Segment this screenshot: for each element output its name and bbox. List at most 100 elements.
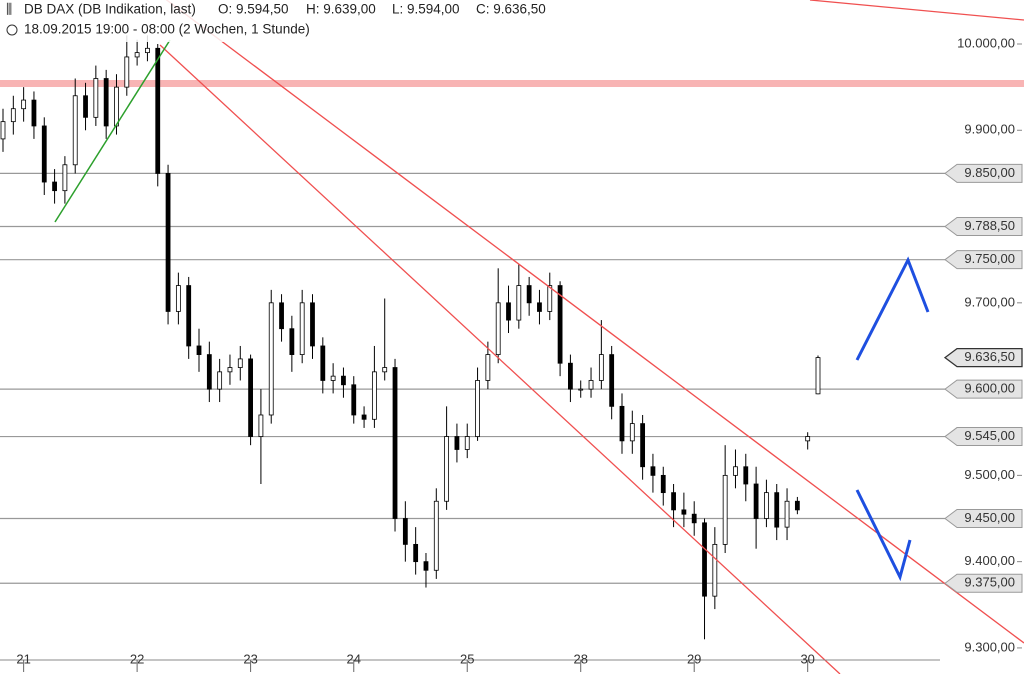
level-label: 9.850,00 bbox=[964, 165, 1015, 180]
candle-body bbox=[248, 358, 253, 437]
candle-body bbox=[516, 285, 522, 321]
x-tick-label: 29 bbox=[687, 651, 701, 666]
ohlc-close: C: 9.636,50 bbox=[476, 2, 546, 17]
candle-body bbox=[361, 414, 367, 420]
trend-line bbox=[165, 0, 1024, 644]
header-bg bbox=[0, 0, 560, 42]
candle-body bbox=[402, 518, 408, 545]
candle-body bbox=[175, 285, 181, 312]
candle-body bbox=[609, 354, 615, 407]
candle-body bbox=[784, 500, 790, 528]
candle-body bbox=[444, 436, 450, 502]
candle-body bbox=[155, 47, 161, 174]
candle-body bbox=[382, 367, 388, 373]
candle-body bbox=[196, 345, 202, 355]
candle-body bbox=[371, 371, 377, 420]
candle-body bbox=[52, 181, 57, 192]
candle-body bbox=[217, 371, 223, 390]
candle-body bbox=[279, 302, 284, 330]
candle-body bbox=[733, 466, 738, 476]
candle-body bbox=[351, 384, 357, 416]
x-tick-label: 24 bbox=[347, 651, 361, 666]
candle-body bbox=[124, 56, 130, 88]
candle-body bbox=[691, 513, 697, 524]
candle-body bbox=[588, 380, 594, 390]
candle-body bbox=[598, 354, 604, 381]
x-tick-label: 21 bbox=[16, 651, 30, 666]
candle-body bbox=[753, 483, 759, 519]
y-tick-label: 10.000,00 bbox=[957, 35, 1015, 50]
candle-body bbox=[413, 543, 419, 563]
resistance-band bbox=[0, 80, 1024, 87]
y-tick-label: 9.900,00 bbox=[964, 122, 1015, 137]
ohlc-high: H: 9.639,00 bbox=[306, 2, 376, 17]
candle-body bbox=[103, 78, 109, 127]
candle-body bbox=[134, 52, 140, 58]
candle-body bbox=[268, 302, 274, 416]
candle-body bbox=[423, 561, 429, 571]
candle-body bbox=[62, 164, 68, 192]
level-tag bbox=[944, 379, 1023, 399]
trend-line bbox=[809, 0, 1024, 21]
last-price-label: 9.636,50 bbox=[964, 349, 1015, 364]
level-label: 9.375,00 bbox=[964, 575, 1015, 590]
candle-body bbox=[650, 466, 656, 476]
level-tag bbox=[944, 250, 1023, 270]
level-tag bbox=[944, 163, 1023, 183]
candle-body bbox=[568, 362, 573, 390]
candle-body bbox=[805, 436, 811, 442]
ohlc-open: O: 9.594,50 bbox=[218, 2, 289, 17]
level-label: 9.545,00 bbox=[964, 428, 1015, 443]
candle-body bbox=[93, 78, 99, 118]
candle-body bbox=[660, 474, 666, 494]
candle-body bbox=[21, 99, 27, 110]
candle-body bbox=[320, 345, 326, 381]
x-tick-label: 28 bbox=[573, 651, 587, 666]
candle-body bbox=[743, 466, 749, 485]
x-tick-label: 23 bbox=[243, 651, 257, 666]
level-tag bbox=[944, 573, 1023, 593]
trend-line bbox=[159, 44, 841, 674]
candle-body bbox=[537, 302, 542, 312]
trend-line bbox=[54, 39, 171, 223]
candle-body bbox=[681, 509, 687, 515]
candle-body bbox=[83, 95, 88, 118]
level-tag bbox=[944, 216, 1023, 236]
candle-body bbox=[578, 388, 584, 391]
level-label: 9.788,50 bbox=[964, 218, 1015, 233]
x-tick-label: 22 bbox=[130, 651, 144, 666]
candle-body bbox=[237, 358, 243, 368]
candle-body bbox=[764, 492, 769, 519]
candle-body bbox=[712, 543, 718, 597]
forecast-arrow bbox=[855, 489, 912, 582]
candle-body bbox=[495, 302, 501, 355]
y-tick-label: 9.400,00 bbox=[964, 553, 1015, 568]
candle-body bbox=[557, 285, 563, 364]
candle-body bbox=[227, 367, 233, 373]
candle-body bbox=[392, 367, 398, 519]
clock-icon bbox=[6, 24, 18, 36]
level-label: 9.450,00 bbox=[964, 510, 1015, 525]
y-tick-label: 9.300,00 bbox=[964, 639, 1015, 654]
ohlc-low: L: 9.594,00 bbox=[392, 2, 460, 17]
level-label: 9.600,00 bbox=[964, 381, 1015, 396]
candle-body bbox=[433, 500, 439, 571]
candle-body bbox=[0, 121, 6, 140]
level-tag bbox=[944, 509, 1023, 529]
candle-body bbox=[671, 492, 676, 511]
candle-body bbox=[299, 302, 305, 355]
candle-body bbox=[475, 380, 480, 437]
y-tick-label: 9.500,00 bbox=[964, 467, 1015, 482]
candle-body bbox=[206, 354, 212, 390]
level-label: 9.750,00 bbox=[964, 251, 1015, 266]
candle-body bbox=[330, 375, 336, 381]
candle-body bbox=[10, 108, 16, 123]
candle-body bbox=[341, 375, 346, 386]
candle-body bbox=[702, 522, 707, 597]
last-price-tag bbox=[943, 347, 1023, 368]
candle-body bbox=[629, 423, 635, 442]
candle-body bbox=[774, 492, 780, 528]
candle-body bbox=[547, 285, 553, 312]
candle-body bbox=[794, 500, 800, 511]
